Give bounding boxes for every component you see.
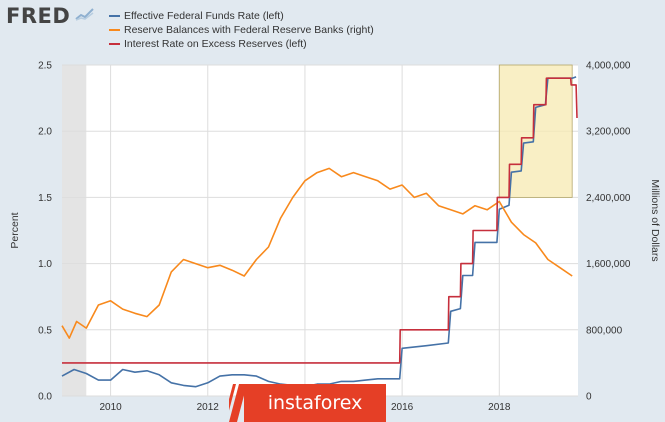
x-tick-label: 2018 <box>488 402 511 413</box>
y-right-tick-label: 4,000,000 <box>586 61 631 72</box>
y-right-tick-label: 3,200,000 <box>586 127 631 138</box>
legend-swatch <box>109 29 120 31</box>
y-left-tick-label: 1.5 <box>38 193 52 204</box>
y-right-tick-label: 2,400,000 <box>586 193 631 204</box>
watermark-stripes-icon <box>229 384 247 422</box>
y-left-tick-label: 0.5 <box>38 325 52 336</box>
x-tick-label: 2012 <box>197 402 220 413</box>
y-left-tick-label: 2.5 <box>38 61 52 72</box>
legend-label: Reserve Balances with Federal Reserve Ba… <box>124 24 374 36</box>
y-left-tick-label: 0.0 <box>38 392 52 403</box>
x-tick-label: 2010 <box>99 402 122 413</box>
legend-item-2: Reserve Balances with Federal Reserve Ba… <box>109 23 374 37</box>
y-right-tick-label: 0 <box>586 392 592 403</box>
fred-logo: FRED <box>6 4 95 28</box>
legend-label: Interest Rate on Excess Reserves (left) <box>124 38 307 50</box>
y-right-axis-title: Millions of Dollars <box>649 179 661 261</box>
y-left-axis-title: Percent <box>9 212 21 248</box>
recession-shading <box>62 65 87 396</box>
y-left-tick-label: 2.0 <box>38 127 52 138</box>
legend-swatch <box>109 15 120 17</box>
series-line-1 <box>61 76 577 388</box>
x-tick-label: 2016 <box>391 402 414 413</box>
watermark: instaforex <box>229 384 386 422</box>
series-line-3 <box>62 77 578 364</box>
watermark-text: instaforex <box>267 392 363 414</box>
y-right-tick-label: 1,600,000 <box>586 259 631 270</box>
legend: Effective Federal Funds Rate (left) Reser… <box>109 9 374 51</box>
y-right-tick-label: 800,000 <box>586 325 623 336</box>
legend-item-3: Interest Rate on Excess Reserves (left) <box>109 37 374 51</box>
legend-swatch <box>109 43 120 45</box>
y-left-tick-label: 1.0 <box>38 259 52 270</box>
legend-label: Effective Federal Funds Rate (left) <box>124 10 284 22</box>
fred-logo-text: FRED <box>6 4 71 28</box>
series-line-2 <box>61 167 573 339</box>
fred-logo-graph-icon <box>75 8 94 21</box>
legend-item-1: Effective Federal Funds Rate (left) <box>109 9 374 23</box>
